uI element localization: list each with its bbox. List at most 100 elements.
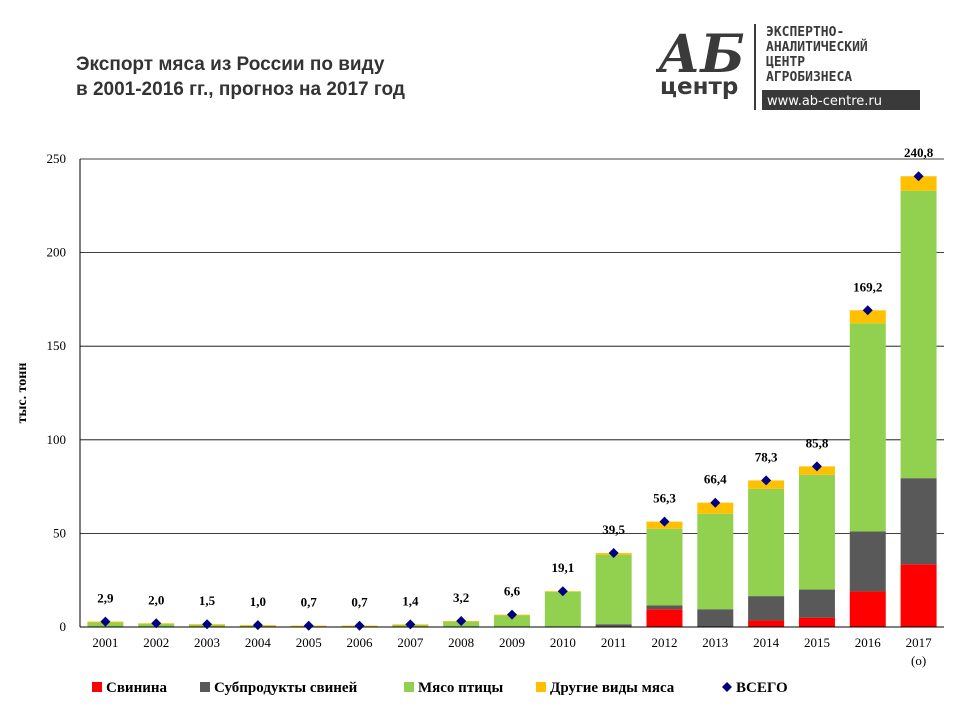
grid-layer (80, 158, 944, 534)
total-marker (507, 609, 517, 620)
y-tick-label: 200 (47, 245, 67, 260)
bars-layer (87, 176, 937, 627)
y-axis-label: тыс. тонн (15, 363, 30, 424)
legend-label: Другие виды мяса (550, 680, 675, 696)
x-tick-label: 2004 (245, 635, 272, 650)
bar-segment (900, 190, 937, 479)
total-marker (303, 620, 314, 631)
total-marker (659, 516, 670, 527)
total-data-label: 169,2 (853, 279, 882, 294)
x-tick-label: 2008 (448, 635, 474, 650)
total-marker (811, 461, 822, 472)
legend: Свинина Субпродукты свиней Мясо птицы Други… (92, 680, 788, 696)
chart-title: Экспорт мяса из России по виду в 2001-20… (76, 52, 405, 102)
x-tick-label: 2017 (906, 635, 933, 650)
bar-segment (849, 531, 886, 592)
total-marker (862, 305, 873, 316)
total-marker (151, 618, 162, 629)
y-tick-label: 150 (47, 338, 67, 353)
x-tick-label: 2012 (651, 635, 677, 650)
total-data-label: 3,2 (453, 590, 469, 605)
total-data-label: 240,8 (904, 145, 934, 160)
bar-segment (595, 624, 632, 627)
bar-segment (849, 323, 886, 532)
bar-segment (595, 554, 632, 625)
legend-swatch (200, 682, 210, 692)
total-marker (456, 616, 467, 627)
total-data-label: 1,4 (402, 593, 419, 608)
x-tick-label: 2011 (601, 635, 627, 650)
total-data-label: 56,3 (653, 491, 676, 506)
total-marker (354, 620, 365, 631)
total-marker (252, 620, 263, 631)
x-tick-label: 2005 (296, 635, 322, 650)
total-data-label: 39,5 (602, 522, 625, 537)
total-marker (557, 586, 568, 597)
total-data-label: 66,4 (704, 472, 727, 487)
logo-divider (754, 24, 756, 110)
total-marker (710, 497, 721, 508)
legend-label: Мясо птицы (418, 680, 503, 696)
legend-marker (722, 682, 732, 692)
total-data-label: 0,7 (301, 595, 318, 610)
legend-swatch (536, 682, 546, 692)
x-tick-label: 2010 (550, 635, 576, 650)
bar-segment (646, 528, 683, 606)
total-marker (202, 619, 213, 630)
total-data-label: 19,1 (551, 560, 574, 575)
x-tick-label: 2002 (143, 635, 169, 650)
total-data-label: 2,0 (148, 592, 164, 607)
bar-segment (900, 478, 937, 565)
bar-segment (748, 620, 785, 627)
bar-segment (798, 617, 835, 627)
bar-segment (697, 609, 734, 627)
x-tick-label: 2014 (753, 635, 780, 650)
bar-segment (494, 615, 530, 627)
y-tick-label: 50 (53, 525, 66, 540)
logo-mark: АБ (656, 24, 745, 85)
legend-swatch (92, 682, 102, 692)
bar-segment (544, 591, 581, 627)
total-data-label: 1,5 (199, 593, 216, 608)
bar-segment (900, 176, 937, 191)
bar-segment (697, 502, 734, 514)
logo-line-4: АГРОБИЗНЕСА (766, 70, 852, 85)
legend-swatch (404, 682, 414, 692)
bar-segment (646, 605, 683, 610)
x-tick-note: (о) (911, 653, 926, 668)
x-tick-label: 2003 (194, 635, 220, 650)
legend-label: Свинина (106, 680, 168, 696)
chart-title-line-2: в 2001-2016 гг., прогноз на 2017 год (76, 79, 405, 100)
x-tick-label: 2006 (347, 635, 374, 650)
bar-segment (798, 589, 835, 618)
total-layer: 2,9 2,0 1,5 1,0 0,7 0,7 1,4 3,2 6,6 19,1 39,5 56,3 6… (97, 145, 934, 631)
chart-title-line-1: Экспорт мяса из России по виду (76, 54, 385, 75)
x-tick-label: 2013 (702, 635, 728, 650)
logo-mark-sub: центр (660, 74, 738, 100)
total-marker (100, 616, 111, 627)
bar-segment (748, 488, 785, 597)
total-marker (761, 475, 772, 486)
bar-segment (748, 596, 785, 621)
logo-url-background (762, 90, 920, 110)
total-marker (608, 548, 619, 559)
logo-url: www.ab-centre.ru (767, 94, 882, 109)
total-marker (405, 619, 416, 630)
logo-line-3: ЦЕНТР (766, 55, 805, 70)
legend-label: Субпродукты свиней (214, 680, 358, 696)
y-tick-label: 0 (60, 619, 67, 634)
y-tick-label: 250 (47, 151, 67, 166)
legend-label: ВСЕГО (736, 680, 788, 696)
logo-line-2: АНАЛИТИЧЕСКИЙ (766, 39, 868, 55)
bar-segment (900, 564, 937, 627)
total-data-label: 1,0 (250, 594, 266, 609)
bar-segment (849, 591, 886, 627)
total-marker (913, 171, 924, 182)
ab-centre-logo: АБ центр ЭКСПЕРТНО- АНАЛИТИЧЕСКИЙ ЦЕНТР … (656, 24, 920, 110)
bar-segment (849, 310, 886, 324)
x-tick-label: 2016 (855, 635, 882, 650)
x-tick-label: 2015 (804, 635, 830, 650)
total-data-label: 85,8 (806, 435, 829, 450)
total-data-label: 78,3 (755, 449, 778, 464)
